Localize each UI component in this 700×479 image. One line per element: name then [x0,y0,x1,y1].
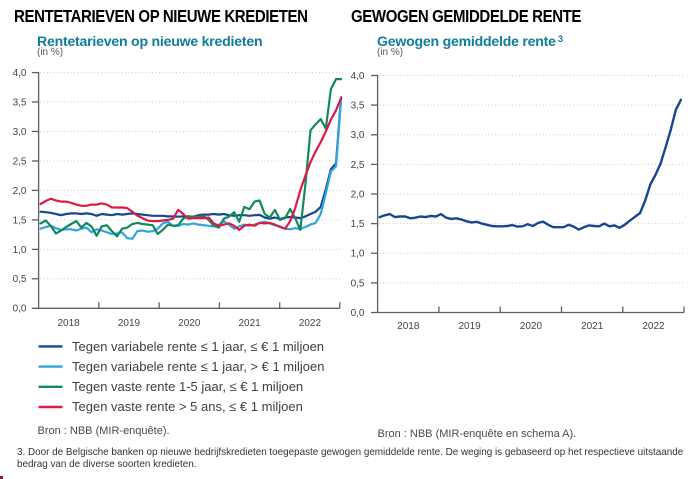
svg-text:2020: 2020 [178,318,201,329]
svg-text:0,0: 0,0 [13,304,27,315]
svg-text:2,5: 2,5 [13,156,27,167]
svg-text:2021: 2021 [238,318,261,329]
svg-text:3,5: 3,5 [13,97,27,108]
svg-text:0,5: 0,5 [13,274,27,285]
svg-text:1,0: 1,0 [13,245,27,256]
svg-text:4,0: 4,0 [13,68,27,79]
svg-text:0,5: 0,5 [351,278,365,289]
svg-text:2022: 2022 [642,321,665,332]
svg-text:0,0: 0,0 [351,308,365,319]
svg-text:2,5: 2,5 [351,160,365,171]
svg-text:2020: 2020 [520,321,543,332]
svg-text:1,5: 1,5 [351,219,365,230]
svg-text:1,5: 1,5 [13,215,27,226]
svg-text:2,0: 2,0 [13,186,27,197]
svg-text:2019: 2019 [118,318,141,329]
svg-text:2019: 2019 [458,321,481,332]
svg-text:2018: 2018 [397,321,420,332]
svg-text:3,5: 3,5 [351,101,365,112]
svg-text:3,0: 3,0 [13,127,27,138]
svg-text:1,0: 1,0 [351,249,365,260]
svg-text:2018: 2018 [57,318,80,329]
svg-text:4,0: 4,0 [351,71,365,82]
svg-text:3,0: 3,0 [351,130,365,141]
svg-text:2021: 2021 [581,321,604,332]
svg-text:2,0: 2,0 [351,189,365,200]
svg-text:2022: 2022 [299,318,322,329]
